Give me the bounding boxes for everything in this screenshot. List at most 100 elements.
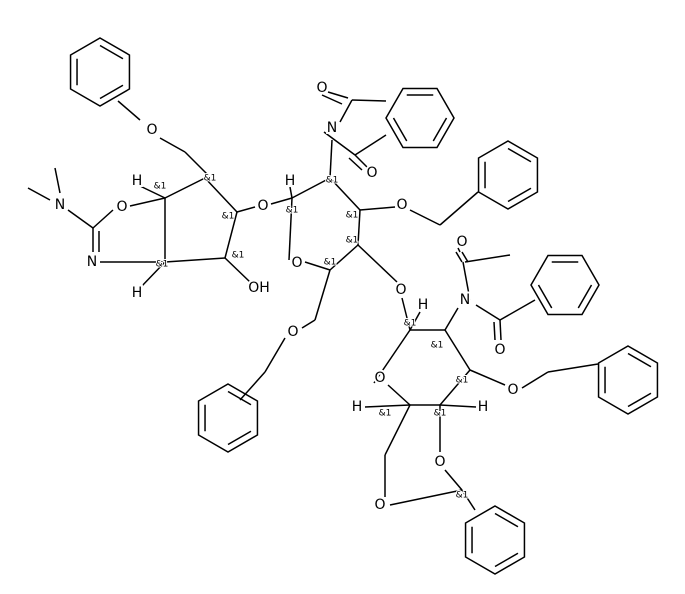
atom: O <box>116 199 127 215</box>
bond <box>329 244 359 271</box>
atom: H <box>418 297 429 313</box>
stereo-label: &1 <box>346 236 359 246</box>
bond <box>236 206 256 213</box>
atom: O <box>396 197 407 213</box>
atom: O <box>374 497 385 513</box>
stereo-label: &1 <box>404 319 417 329</box>
bond <box>461 489 476 511</box>
bond <box>301 319 316 329</box>
atom: N <box>87 254 97 270</box>
atom: H <box>132 285 143 301</box>
bond <box>339 99 353 123</box>
bond <box>357 209 361 246</box>
atom: H <box>478 399 489 415</box>
bond <box>384 404 411 456</box>
bond <box>67 209 94 229</box>
bond <box>327 91 349 99</box>
bond <box>204 177 238 213</box>
bond <box>409 311 421 331</box>
bond <box>475 304 501 321</box>
atom: O <box>287 324 298 340</box>
bond <box>117 100 141 121</box>
bond <box>54 167 61 194</box>
stereo-label: &1 <box>346 211 359 221</box>
stereo-label: &1 <box>431 341 444 351</box>
atom-labels: O N O N H &1 &1 H &1 &1 &1 OH O H &1 O N… <box>53 78 521 515</box>
bond <box>373 329 411 384</box>
stereo-label: &1 <box>222 212 235 222</box>
bond <box>264 337 286 373</box>
bond <box>457 247 461 253</box>
bond <box>348 157 363 171</box>
bond <box>461 251 469 263</box>
bond <box>469 369 506 386</box>
bond <box>270 197 293 205</box>
bond <box>357 244 398 283</box>
atom: O <box>316 80 327 96</box>
bond <box>507 187 532 203</box>
bond <box>493 321 496 341</box>
bond <box>499 299 536 321</box>
bond <box>494 552 519 568</box>
atom: N <box>460 292 470 308</box>
stereo-label: &1 <box>286 206 299 216</box>
bond <box>507 147 532 163</box>
bond <box>537 284 553 309</box>
bond <box>184 151 209 176</box>
stereo-label: &1 <box>232 251 245 261</box>
bond <box>627 392 652 408</box>
stereo-label: &1 <box>154 182 167 192</box>
bond <box>597 345 659 415</box>
atom: O <box>257 198 268 214</box>
atom: N <box>55 197 65 213</box>
bond <box>577 284 593 309</box>
bond <box>69 37 131 107</box>
atom: O <box>434 454 445 470</box>
bond <box>392 117 408 142</box>
bond <box>477 140 539 210</box>
bond <box>462 261 471 301</box>
bond <box>159 137 186 153</box>
bond <box>464 505 526 575</box>
bond <box>323 131 356 156</box>
bond <box>494 512 519 528</box>
atom: O <box>374 370 385 386</box>
bond <box>92 209 114 229</box>
bond <box>387 384 411 406</box>
bond <box>385 87 455 149</box>
bond <box>321 94 343 105</box>
atom: O <box>366 165 377 181</box>
bond <box>401 297 411 331</box>
atom: O <box>494 342 505 358</box>
atom: N <box>327 120 337 136</box>
bond <box>547 363 599 373</box>
bond <box>351 99 387 102</box>
bond <box>291 177 331 199</box>
bond <box>99 84 124 100</box>
bond <box>197 383 259 453</box>
bond <box>359 206 396 211</box>
bond <box>329 177 361 211</box>
atom: O <box>456 234 467 250</box>
bond <box>99 44 124 60</box>
bond <box>139 185 166 199</box>
bond <box>432 117 448 142</box>
bond <box>239 371 266 401</box>
bond <box>314 269 331 321</box>
bond <box>304 261 331 271</box>
bond <box>464 254 511 263</box>
bond <box>530 254 600 316</box>
atom: O <box>507 382 518 398</box>
stereo-label: &1 <box>456 376 469 386</box>
bond <box>289 186 293 199</box>
bond <box>164 257 226 263</box>
bond <box>164 177 206 199</box>
stereo-label: &1 <box>456 491 469 501</box>
stereo-label: &1 <box>156 260 169 270</box>
bond <box>227 390 252 406</box>
bond <box>389 489 463 506</box>
bond <box>439 191 479 226</box>
atom: O <box>291 255 302 271</box>
atom: OH <box>248 280 270 296</box>
